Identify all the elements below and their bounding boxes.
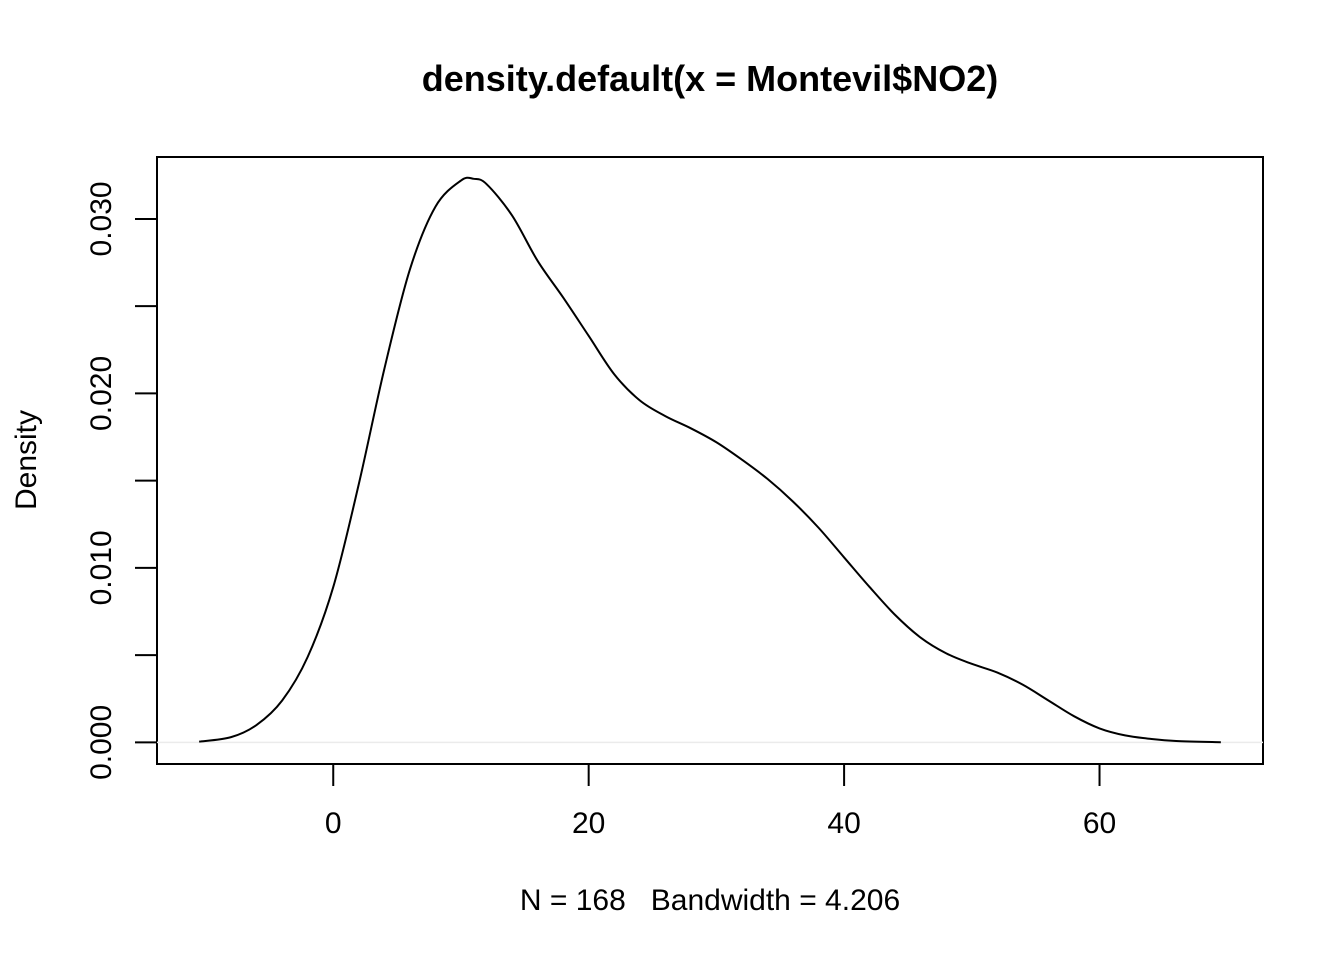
series-layer xyxy=(199,176,1221,744)
y-tick-label: 0.030 xyxy=(85,181,118,256)
x-tick-label: 60 xyxy=(1083,807,1116,840)
x-tick-label: 40 xyxy=(827,807,860,840)
chart-title: density.default(x = Montevil$NO2) xyxy=(422,58,998,99)
y-axis-label: Density xyxy=(10,410,43,510)
density-curve xyxy=(199,176,1221,744)
x-axis-label: N = 168 Bandwidth = 4.206 xyxy=(520,884,900,917)
y-axis: 0.000 0.010 0.020 0.030 xyxy=(85,181,158,780)
y-tick-label: 0.010 xyxy=(85,530,118,605)
y-tick-label: 0.020 xyxy=(85,356,118,431)
x-axis: 0 20 40 60 xyxy=(325,763,1116,840)
x-tick-label: 20 xyxy=(572,807,605,840)
plot-frame xyxy=(156,156,1264,765)
y-tick-label: 0.000 xyxy=(85,705,118,780)
x-tick-label: 0 xyxy=(325,807,342,840)
